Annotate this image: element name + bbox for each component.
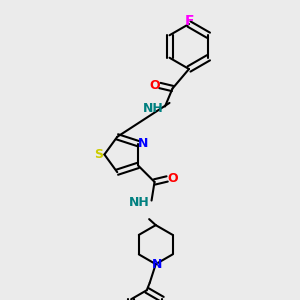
Text: F: F [184, 14, 194, 28]
Text: N: N [152, 258, 162, 271]
Text: N: N [138, 137, 148, 150]
Text: O: O [149, 79, 160, 92]
Text: NH: NH [129, 196, 149, 208]
Text: NH: NH [143, 101, 164, 115]
Text: S: S [94, 148, 103, 161]
Text: O: O [167, 172, 178, 185]
